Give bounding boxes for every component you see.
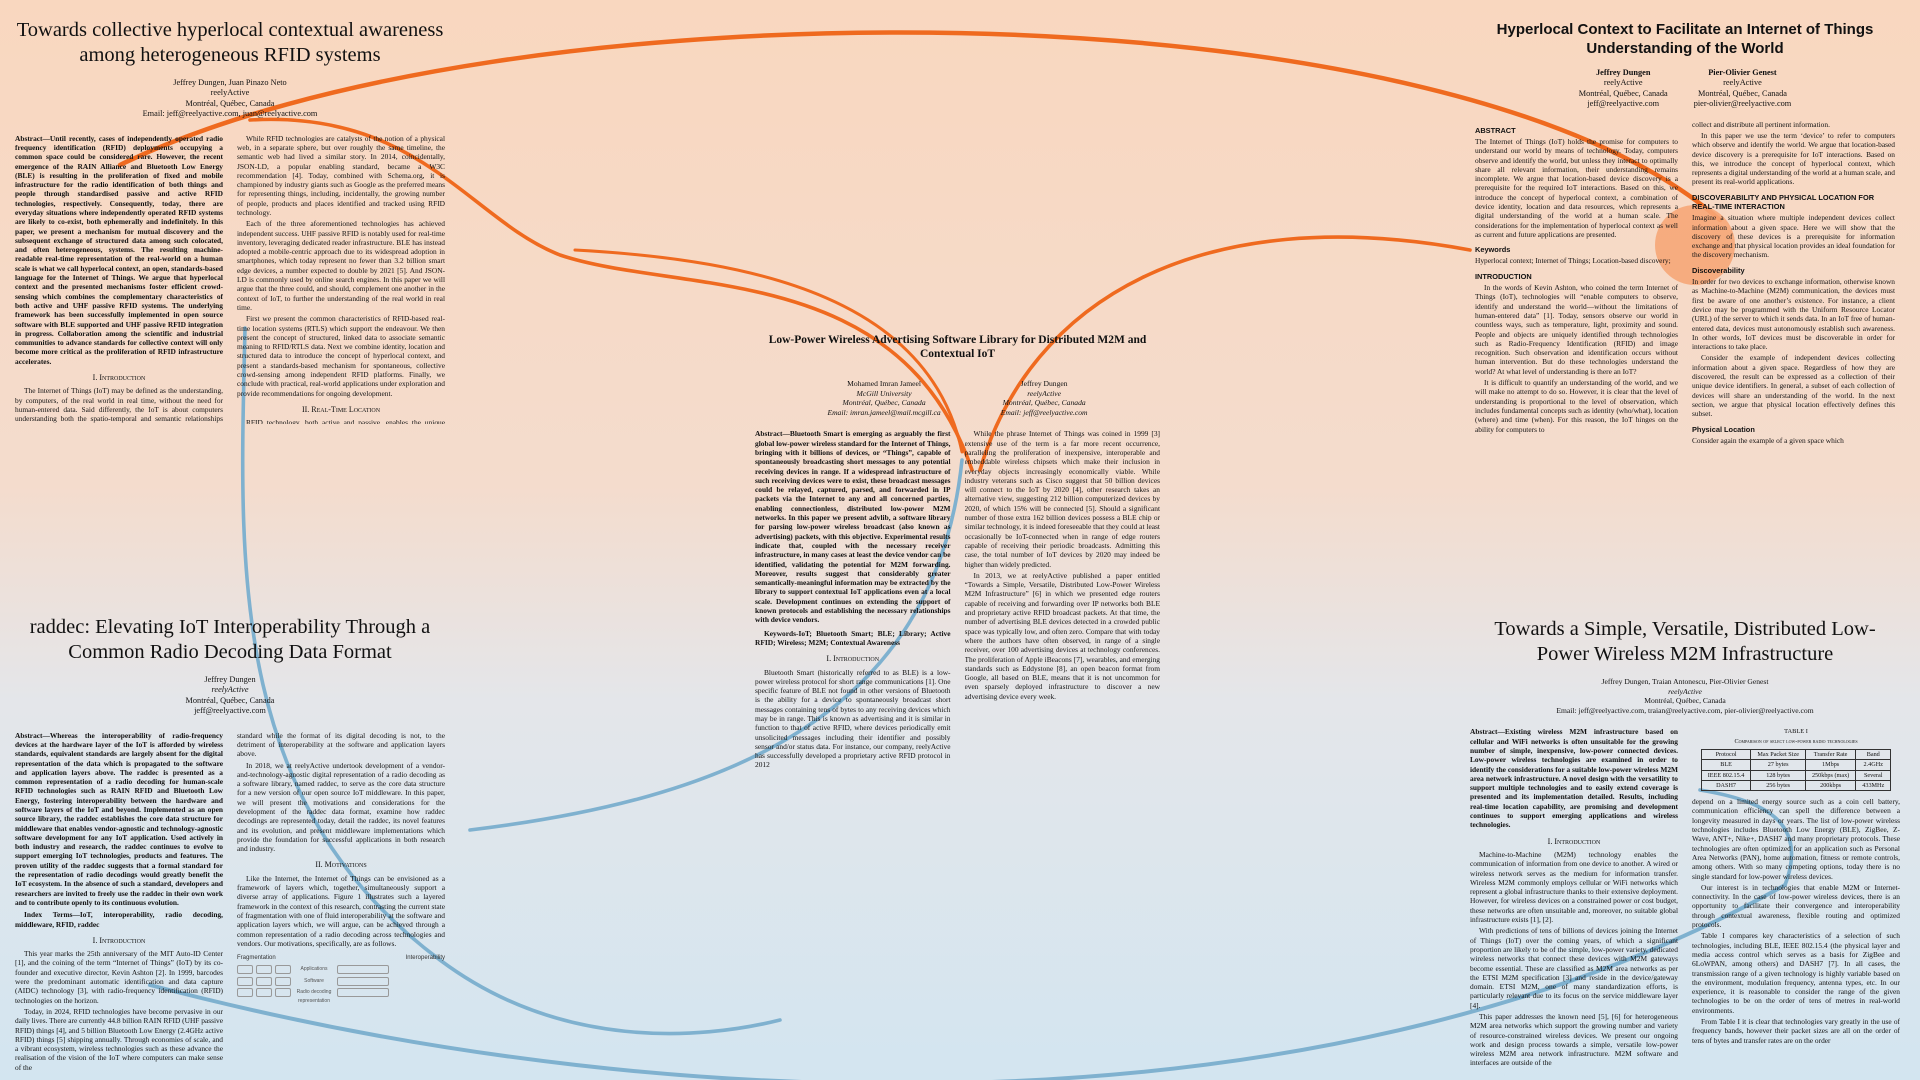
- body-text: This year marks the 25th anniversary of …: [15, 949, 223, 1005]
- paper-title: Hyperlocal Context to Facilitate an Inte…: [1496, 21, 1874, 57]
- table-row: IEEE 802.15.4 128 bytes 250kbps (max) Sever…: [1700, 769, 1892, 781]
- body-text: Like the Internet, the Internet of Thing…: [237, 873, 445, 948]
- body-text: While RFID technologies are catalysts of…: [237, 133, 445, 217]
- table-label: TABLE I: [1784, 728, 1808, 736]
- body-text: Consider the example of independent devi…: [1692, 353, 1895, 419]
- body-text: Today, in 2024, RFID technologies have b…: [15, 1006, 223, 1072]
- column-left: Abstract—Until recently, cases of indepe…: [15, 134, 223, 424]
- body-text: standard while the format of its digital…: [237, 730, 445, 759]
- body-text: In order for two devices to exchange inf…: [1692, 277, 1895, 352]
- body-text: The Internet of Things (IoT) may be defi…: [15, 386, 223, 424]
- body-text: With predictions of tens of billions of …: [1470, 926, 1678, 1010]
- body-text: In the words of Kevin Ashton, who coined…: [1475, 283, 1678, 376]
- section-heading: I. Introduction: [826, 654, 880, 664]
- table-row: DASH7 256 bytes 200kbps 433MHz: [1700, 779, 1892, 792]
- section-heading: ABSTRACT: [1475, 125, 1516, 135]
- paper-title: Towards collective hyperlocal contextual…: [16, 19, 444, 66]
- body-text: RFID technology, both active and passive…: [246, 418, 445, 424]
- keywords: Hyperlocal context; Internet of Things; …: [1475, 256, 1671, 266]
- section-heading: INTRODUCTION: [1475, 271, 1532, 281]
- section-heading: Discoverability: [1692, 265, 1745, 275]
- figure-layers: Fragmentation Interoperability Applicati…: [237, 955, 445, 1005]
- body-text: Consider again the example of a given sp…: [1692, 435, 1844, 445]
- keywords: Keywords-IoT; Bluetooth Smart; BLE; Libr…: [755, 628, 951, 647]
- section-heading: I. Introduction: [92, 373, 146, 383]
- abstract: Abstract—Until recently, cases of indepe…: [15, 133, 223, 366]
- section-heading: Keywords: [1475, 245, 1511, 255]
- section-heading: I. Introduction: [92, 935, 146, 945]
- body-text: Table I compares key characteristics of …: [1692, 931, 1900, 1015]
- body-text: Our interest is in technologies that ena…: [1692, 882, 1900, 930]
- column-left: ABSTRACT The Internet of Things (IoT) ho…: [1475, 120, 1678, 465]
- body-text: First we present the common characterist…: [237, 314, 445, 398]
- orange-node-marker: [1655, 205, 1735, 285]
- body-text: In 2018, we at reelyActive undertook dev…: [237, 760, 445, 854]
- column-left: Abstract—Bluetooth Smart is emerging as …: [755, 429, 951, 779]
- section-heading: Physical Location: [1692, 424, 1755, 434]
- index-terms: Index Terms—IoT, interoperability, radio…: [15, 910, 223, 929]
- comparison-table: Protocol Max Packet Size Transfer Rate B…: [1700, 748, 1892, 792]
- section-heading: DISCOVERABILITY AND PHYSICAL LOCATION FO…: [1692, 192, 1875, 211]
- column-left: Abstract—Existing wireless M2M infrastru…: [1470, 727, 1678, 1077]
- paper-raddec: raddec: Elevating IoT Interoperability T…: [15, 615, 445, 1076]
- author-block: Jeffrey Dungen reelyActive Montréal, Qué…: [1578, 68, 1792, 109]
- abstract: Abstract—Whereas the interoperability of…: [15, 730, 223, 907]
- body-text: collect and distribute all pertinent inf…: [1692, 119, 1830, 129]
- column-right: TABLE I Comparison of select low-power r…: [1692, 727, 1900, 1077]
- section-heading: II. Motivations: [315, 860, 367, 870]
- author-block: Jeffrey Dungen reelyActive Montréal, Qué…: [185, 675, 275, 716]
- body-text: From Table I it is clear that technologi…: [1692, 1016, 1900, 1045]
- column-right: While RFID technologies are catalysts of…: [237, 134, 445, 424]
- paper-title: raddec: Elevating IoT Interoperability T…: [29, 616, 431, 663]
- body-text: Imagine a situation where multiple indep…: [1692, 213, 1895, 260]
- body-text: It is difficult to quantify an understan…: [1475, 378, 1678, 434]
- paper-advlib: Low-Power Wireless Advertising Software …: [755, 333, 1160, 779]
- body-text: In 2013, we at reelyActive published a p…: [964, 570, 1161, 701]
- author-block: Jeffrey Dungen, Juan Pinazo Neto reelyAc…: [142, 78, 318, 119]
- body-text: Bluetooth Smart (historically referred t…: [755, 667, 951, 770]
- table-row: BLE 27 bytes 1Mbps 2.4GHz: [1700, 759, 1892, 771]
- paper-title: Low-Power Wireless Advertising Software …: [768, 334, 1147, 360]
- body-text: Each of the three aforementioned technol…: [237, 219, 445, 312]
- body-text: This paper addresses the known need [5],…: [1470, 1011, 1678, 1068]
- body-text: Machine-to-Machine (M2M) technology enab…: [1470, 849, 1678, 925]
- column-right: standard while the format of its digital…: [237, 731, 445, 1076]
- column-right: collect and distribute all pertinent inf…: [1692, 120, 1895, 465]
- table-header-row: Protocol Max Packet Size Transfer Rate B…: [1700, 748, 1892, 761]
- body-text: In this paper we use the term ‘device’ t…: [1692, 130, 1895, 187]
- body-text: depend on a limited energy source such a…: [1692, 797, 1900, 881]
- column-right: While the phrase Internet of Things was …: [965, 429, 1161, 779]
- table-caption: Comparison of select low-power radio tec…: [1734, 737, 1858, 745]
- paper-m2m-infrastructure: Towards a Simple, Versatile, Distributed…: [1470, 617, 1900, 1077]
- abstract: Abstract—Bluetooth Smart is emerging as …: [755, 429, 951, 625]
- paper-hyperlocal-context: Hyperlocal Context to Facilitate an Inte…: [1475, 20, 1895, 465]
- body-text: While the phrase Internet of Things was …: [964, 429, 1161, 569]
- column-left: Abstract—Whereas the interoperability of…: [15, 731, 223, 1076]
- author-block: Mohamed Imran Jameel McGill University M…: [827, 379, 1088, 417]
- paper-title: Towards a Simple, Versatile, Distributed…: [1494, 618, 1876, 665]
- section-heading: I. Introduction: [1547, 836, 1601, 846]
- abstract: Abstract—Existing wireless M2M infrastru…: [1470, 727, 1678, 830]
- author-block: Jeffrey Dungen, Traian Antonescu, Pier-O…: [1556, 677, 1814, 715]
- section-heading: II. Real-Time Location: [301, 404, 381, 414]
- abstract: The Internet of Things (IoT) holds the p…: [1475, 136, 1678, 239]
- paper-hyperlocal-rfid: Towards collective hyperlocal contextual…: [15, 18, 445, 424]
